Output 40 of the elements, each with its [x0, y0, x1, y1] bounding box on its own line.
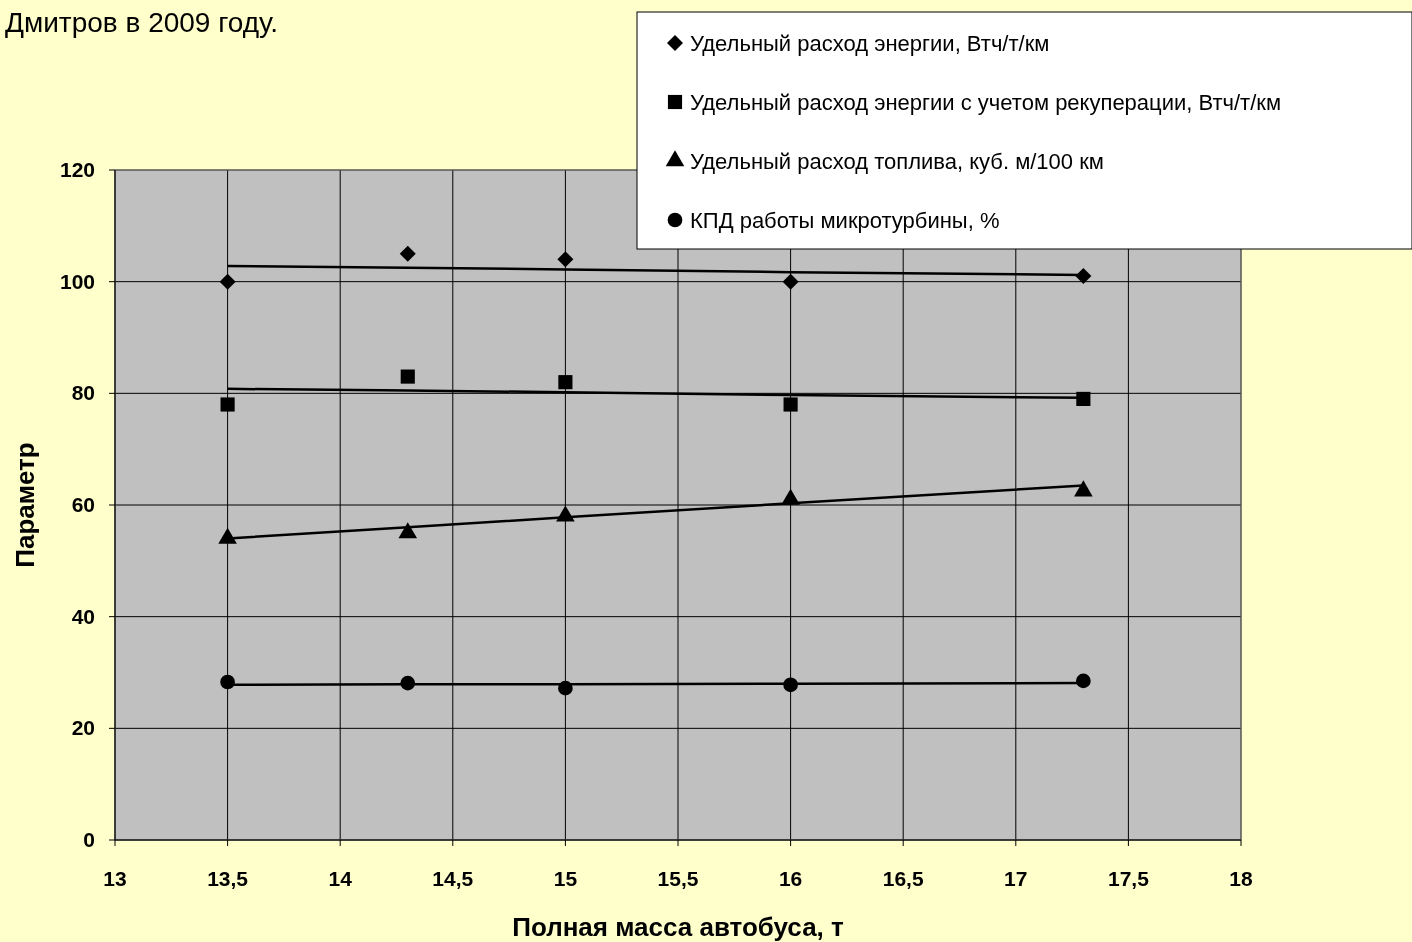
point [1076, 673, 1091, 689]
legend-label: Удельный расход энергии, Втч/т/км [690, 31, 1050, 56]
point [1076, 391, 1091, 406]
point [220, 674, 235, 690]
y-axis-title: Параметр [10, 442, 40, 568]
legend-label: Удельный расход топлива, куб. м/100 км [690, 149, 1104, 174]
x-axis-title: Полная масса автобуса, т [512, 912, 845, 942]
x-tick-label: 14 [328, 867, 353, 890]
y-tick-label: 60 [71, 493, 95, 516]
legend-label: Удельный расход энергии с учетом рекуперации, Втч/т/км [690, 90, 1282, 115]
point [783, 397, 798, 412]
x-tick-label: 13 [103, 867, 127, 890]
x-tick-label: 18 [1229, 867, 1253, 890]
point [558, 375, 573, 390]
legend-label: КПД работы микротурбины, % [690, 208, 1000, 233]
y-tick-label: 20 [71, 716, 95, 740]
point [400, 675, 416, 691]
x-tick-label: 16,5 [882, 867, 924, 890]
x-tick-label: 17,5 [1107, 867, 1150, 890]
point [1075, 268, 1092, 285]
chart-title: Дмитров в 2009 году. [5, 7, 279, 38]
y-tick-label: 100 [59, 269, 95, 293]
y-tick-label: 120 [59, 158, 95, 181]
x-tick-label: 13,5 [207, 867, 249, 890]
point [399, 245, 416, 262]
point [558, 680, 573, 696]
point [220, 397, 235, 412]
x-tick-label: 15,5 [657, 867, 699, 890]
point [782, 273, 799, 290]
y-tick-label: 0 [83, 828, 95, 851]
point [557, 251, 574, 268]
x-tick-label: 17 [1004, 867, 1028, 890]
x-tick-label: 14,5 [432, 867, 474, 890]
point [219, 273, 236, 290]
point [400, 369, 415, 384]
x-tick-label: 16 [778, 867, 803, 890]
y-tick-label: 40 [71, 604, 95, 628]
point [783, 677, 798, 693]
x-tick-label: 15 [553, 867, 578, 890]
y-tick-label: 80 [71, 381, 95, 405]
